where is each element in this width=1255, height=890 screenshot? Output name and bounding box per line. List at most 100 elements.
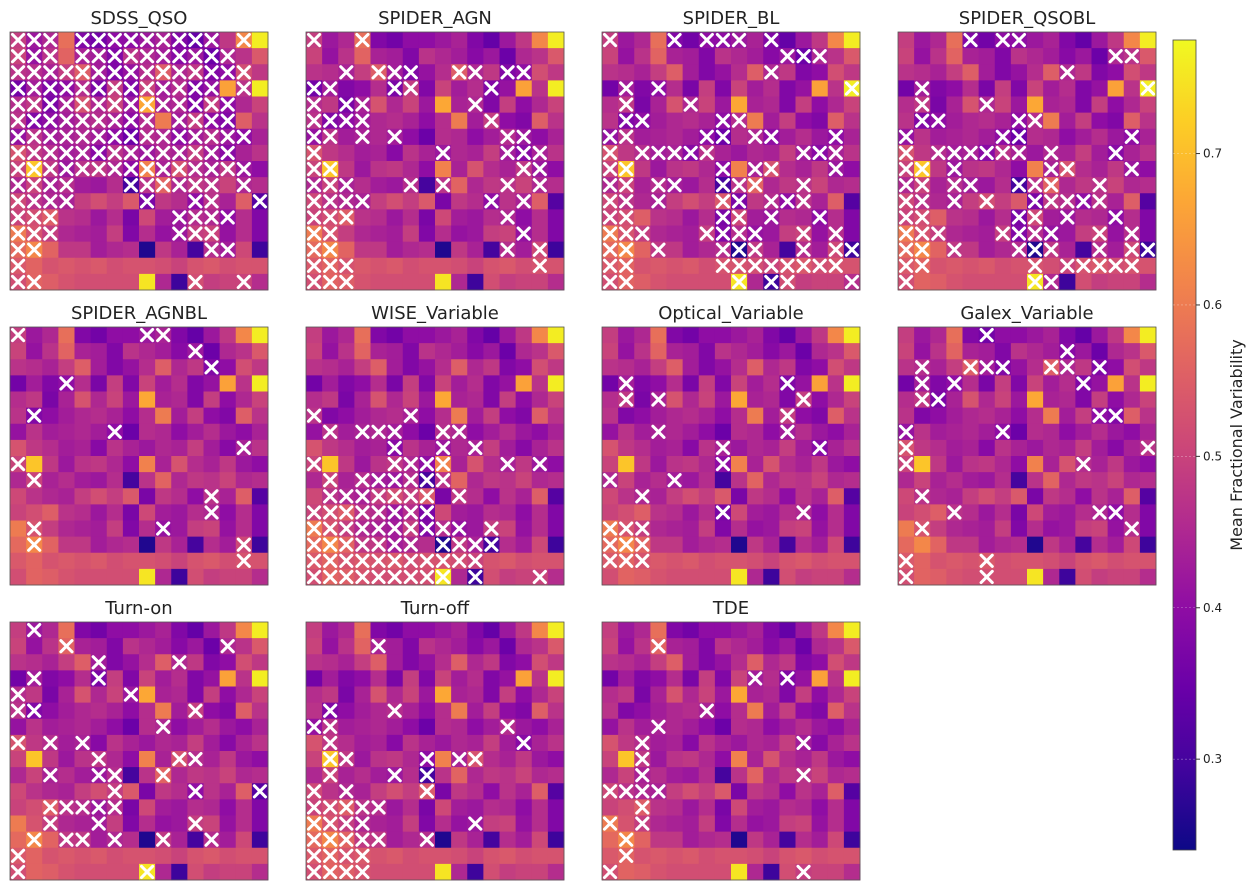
heatmap-cell bbox=[1059, 144, 1076, 162]
x-marker bbox=[10, 194, 26, 209]
heatmap-cell bbox=[843, 375, 861, 392]
heatmap-cell bbox=[946, 32, 963, 49]
heatmap-cell bbox=[795, 622, 813, 639]
x-marker bbox=[915, 489, 930, 504]
x-marker bbox=[27, 473, 42, 488]
heatmap-cell bbox=[338, 702, 355, 720]
heatmap-cell bbox=[698, 193, 716, 210]
x-marker bbox=[27, 194, 42, 209]
heatmap-cell bbox=[682, 702, 700, 720]
heatmap-cell bbox=[547, 439, 565, 457]
x-marker bbox=[715, 32, 731, 48]
heatmap-cell bbox=[370, 177, 388, 194]
x-marker bbox=[419, 784, 435, 799]
x-marker bbox=[188, 49, 203, 64]
heatmap-cell bbox=[1059, 241, 1076, 259]
heatmap-cell bbox=[1010, 48, 1028, 65]
heatmap-cell bbox=[106, 343, 124, 360]
heatmap-cell bbox=[106, 552, 124, 570]
x-marker bbox=[635, 553, 650, 568]
heatmap-cell bbox=[531, 783, 549, 800]
heatmap-cell bbox=[1010, 423, 1028, 441]
x-marker bbox=[91, 671, 106, 686]
heatmap-cell bbox=[251, 568, 269, 586]
heatmap-cell bbox=[1059, 456, 1076, 473]
heatmap-cell bbox=[731, 343, 748, 360]
heatmap-cell bbox=[634, 622, 651, 639]
heatmap-cell bbox=[827, 504, 845, 521]
x-marker bbox=[43, 735, 58, 751]
x-marker bbox=[963, 145, 978, 161]
heatmap-cell bbox=[90, 702, 108, 720]
x-marker bbox=[602, 553, 618, 568]
heatmap-cell bbox=[843, 472, 861, 489]
x-marker bbox=[812, 49, 827, 64]
heatmap-cell bbox=[1123, 552, 1141, 570]
heatmap-cell bbox=[435, 504, 452, 521]
heatmap-cell bbox=[499, 863, 517, 881]
heatmap-cell bbox=[402, 831, 420, 849]
heatmap-cell bbox=[499, 193, 517, 210]
heatmap-cell bbox=[1059, 32, 1076, 49]
heatmap-cell bbox=[515, 327, 533, 344]
x-marker bbox=[1108, 505, 1123, 520]
heatmap-cell bbox=[827, 488, 845, 505]
heatmap-cell bbox=[1107, 552, 1125, 570]
x-marker bbox=[43, 816, 58, 831]
x-marker bbox=[107, 832, 122, 847]
heatmap-cell bbox=[843, 622, 861, 639]
heatmap-cell bbox=[187, 423, 204, 441]
x-marker bbox=[323, 735, 338, 751]
heatmap-cell bbox=[338, 456, 355, 473]
heatmap-cell bbox=[467, 209, 484, 226]
heatmap-cell bbox=[219, 504, 237, 521]
heatmap-cell bbox=[1043, 64, 1060, 81]
heatmap-cell bbox=[714, 815, 732, 833]
x-marker bbox=[947, 505, 962, 520]
heatmap-cell bbox=[1059, 128, 1076, 146]
heatmap-cell bbox=[763, 359, 780, 376]
heatmap-cell bbox=[139, 734, 156, 752]
x-marker bbox=[355, 800, 370, 815]
heatmap-cell bbox=[946, 359, 963, 376]
heatmap-cell bbox=[338, 359, 355, 376]
heatmap-cell bbox=[898, 96, 915, 114]
x-marker bbox=[931, 392, 946, 407]
heatmap-cell bbox=[467, 622, 484, 639]
x-marker bbox=[339, 784, 354, 799]
heatmap-cell bbox=[354, 439, 371, 457]
heatmap-cell bbox=[682, 767, 700, 784]
heatmap-cell bbox=[779, 327, 796, 344]
heatmap-cell bbox=[322, 654, 339, 671]
heatmap-cell bbox=[58, 456, 75, 473]
x-marker bbox=[188, 226, 203, 241]
heatmap-cell bbox=[1043, 488, 1060, 505]
heatmap-cell bbox=[827, 32, 845, 49]
heatmap-cell bbox=[930, 520, 947, 538]
x-marker bbox=[323, 473, 338, 488]
heatmap-cell bbox=[547, 783, 565, 800]
x-marker bbox=[355, 32, 370, 48]
heatmap-cell bbox=[811, 847, 829, 865]
heatmap-cell bbox=[682, 622, 700, 639]
heatmap-cell bbox=[547, 423, 565, 441]
heatmap-cell bbox=[10, 568, 27, 586]
heatmap-cell bbox=[827, 536, 845, 554]
x-marker bbox=[91, 49, 106, 64]
heatmap-cell bbox=[171, 536, 188, 554]
heatmap-cell bbox=[547, 128, 565, 146]
x-marker bbox=[1044, 274, 1059, 290]
heatmap-cell bbox=[795, 831, 813, 849]
x-marker bbox=[602, 226, 618, 241]
heatmap-cell bbox=[139, 718, 156, 736]
x-marker bbox=[651, 81, 666, 96]
heatmap-cell bbox=[1123, 96, 1141, 114]
heatmap-cell bbox=[994, 64, 1012, 81]
heatmap-cell bbox=[547, 654, 565, 671]
heatmap-cell bbox=[650, 273, 667, 291]
heatmap-cell bbox=[235, 48, 253, 65]
heatmap-cell bbox=[122, 407, 140, 425]
x-marker bbox=[748, 226, 763, 241]
x-marker bbox=[715, 161, 731, 177]
heatmap-cell bbox=[1027, 456, 1044, 473]
